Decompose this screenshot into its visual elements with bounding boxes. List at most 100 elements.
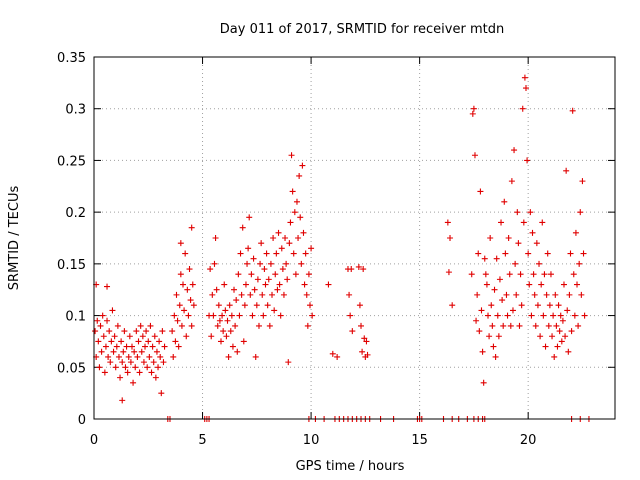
data-point xyxy=(189,281,196,288)
data-point xyxy=(479,348,486,355)
data-point xyxy=(109,307,116,314)
data-point xyxy=(487,235,494,241)
data-point xyxy=(490,343,497,350)
data-point xyxy=(145,338,152,345)
data-point xyxy=(105,353,112,360)
data-point xyxy=(557,312,564,319)
data-point xyxy=(525,250,532,257)
data-point xyxy=(261,266,268,273)
data-point xyxy=(531,291,538,298)
data-point xyxy=(240,338,247,345)
data-point xyxy=(254,276,261,283)
data-point xyxy=(212,235,219,241)
data-point xyxy=(530,271,537,278)
data-point xyxy=(580,250,587,257)
data-point xyxy=(239,224,246,231)
data-point xyxy=(155,364,162,371)
data-point xyxy=(211,260,218,267)
data-point xyxy=(444,219,451,226)
data-point xyxy=(306,302,313,309)
data-point xyxy=(224,317,231,324)
data-point xyxy=(92,328,99,335)
data-point xyxy=(148,369,155,376)
x-tick-label: 5 xyxy=(198,433,206,448)
data-point xyxy=(568,328,575,335)
data-point xyxy=(477,188,484,195)
data-point xyxy=(231,286,238,293)
data-point xyxy=(521,74,528,81)
data-point xyxy=(234,348,241,355)
data-point xyxy=(359,348,366,355)
data-point xyxy=(275,229,282,236)
data-point xyxy=(529,229,536,236)
data-point xyxy=(560,281,567,288)
data-point xyxy=(285,359,292,366)
data-point xyxy=(276,281,283,288)
data-point xyxy=(445,269,452,276)
data-point xyxy=(250,255,257,262)
data-point xyxy=(208,333,215,340)
data-point xyxy=(517,271,524,278)
data-point xyxy=(258,240,265,247)
data-point xyxy=(296,172,303,179)
data-point xyxy=(158,390,165,397)
data-point xyxy=(301,281,308,288)
data-point xyxy=(188,322,195,329)
data-point xyxy=(271,307,278,314)
y-tick-label: 0.2 xyxy=(65,206,86,221)
data-point xyxy=(469,110,476,117)
data-point xyxy=(177,271,184,278)
data-point xyxy=(449,302,456,309)
data-point xyxy=(128,343,135,350)
data-point xyxy=(482,271,489,278)
data-point xyxy=(526,281,533,288)
data-point xyxy=(559,317,566,324)
data-point xyxy=(555,302,562,309)
data-point xyxy=(127,359,134,366)
data-point xyxy=(133,328,140,335)
data-point xyxy=(300,229,307,236)
data-point xyxy=(572,229,579,236)
data-point xyxy=(236,312,243,319)
data-point xyxy=(130,379,137,386)
y-axis-ticks: 0 0.05 0.1 0.15 0.2 0.25 0.3 0.35 xyxy=(57,51,615,428)
data-point xyxy=(147,322,154,329)
data-point xyxy=(534,302,541,309)
x-tick-label: 0 xyxy=(90,433,98,448)
data-point xyxy=(358,322,365,329)
data-point xyxy=(494,312,501,319)
data-point xyxy=(347,312,354,319)
data-point xyxy=(229,343,236,350)
data-point xyxy=(506,271,513,278)
data-point xyxy=(550,312,557,319)
data-point xyxy=(94,317,101,324)
data-point xyxy=(570,271,577,278)
data-point xyxy=(552,291,559,298)
data-point xyxy=(114,322,121,329)
y-tick-label: 0.35 xyxy=(57,51,86,66)
data-point xyxy=(157,353,164,360)
data-point xyxy=(136,369,143,376)
data-point xyxy=(142,343,149,350)
chart-title: Day 011 of 2017, SRMTID for receiver mtd… xyxy=(220,22,504,37)
data-point xyxy=(95,338,102,345)
data-point xyxy=(135,338,142,345)
y-tick-label: 0 xyxy=(78,413,86,428)
data-point xyxy=(110,348,117,355)
data-point xyxy=(447,235,454,241)
x-tick-label: 10 xyxy=(303,433,320,448)
data-point xyxy=(476,328,483,335)
data-point xyxy=(563,167,570,174)
data-point xyxy=(567,250,574,257)
data-point xyxy=(235,271,242,278)
data-point xyxy=(138,348,145,355)
data-point xyxy=(131,348,138,355)
data-point xyxy=(514,209,521,216)
data-point xyxy=(509,307,516,314)
y-tick-label: 0.05 xyxy=(57,361,86,376)
data-point xyxy=(119,359,126,366)
data-point xyxy=(508,178,515,185)
data-point xyxy=(511,147,518,154)
data-point xyxy=(267,260,274,267)
data-point xyxy=(181,307,188,314)
